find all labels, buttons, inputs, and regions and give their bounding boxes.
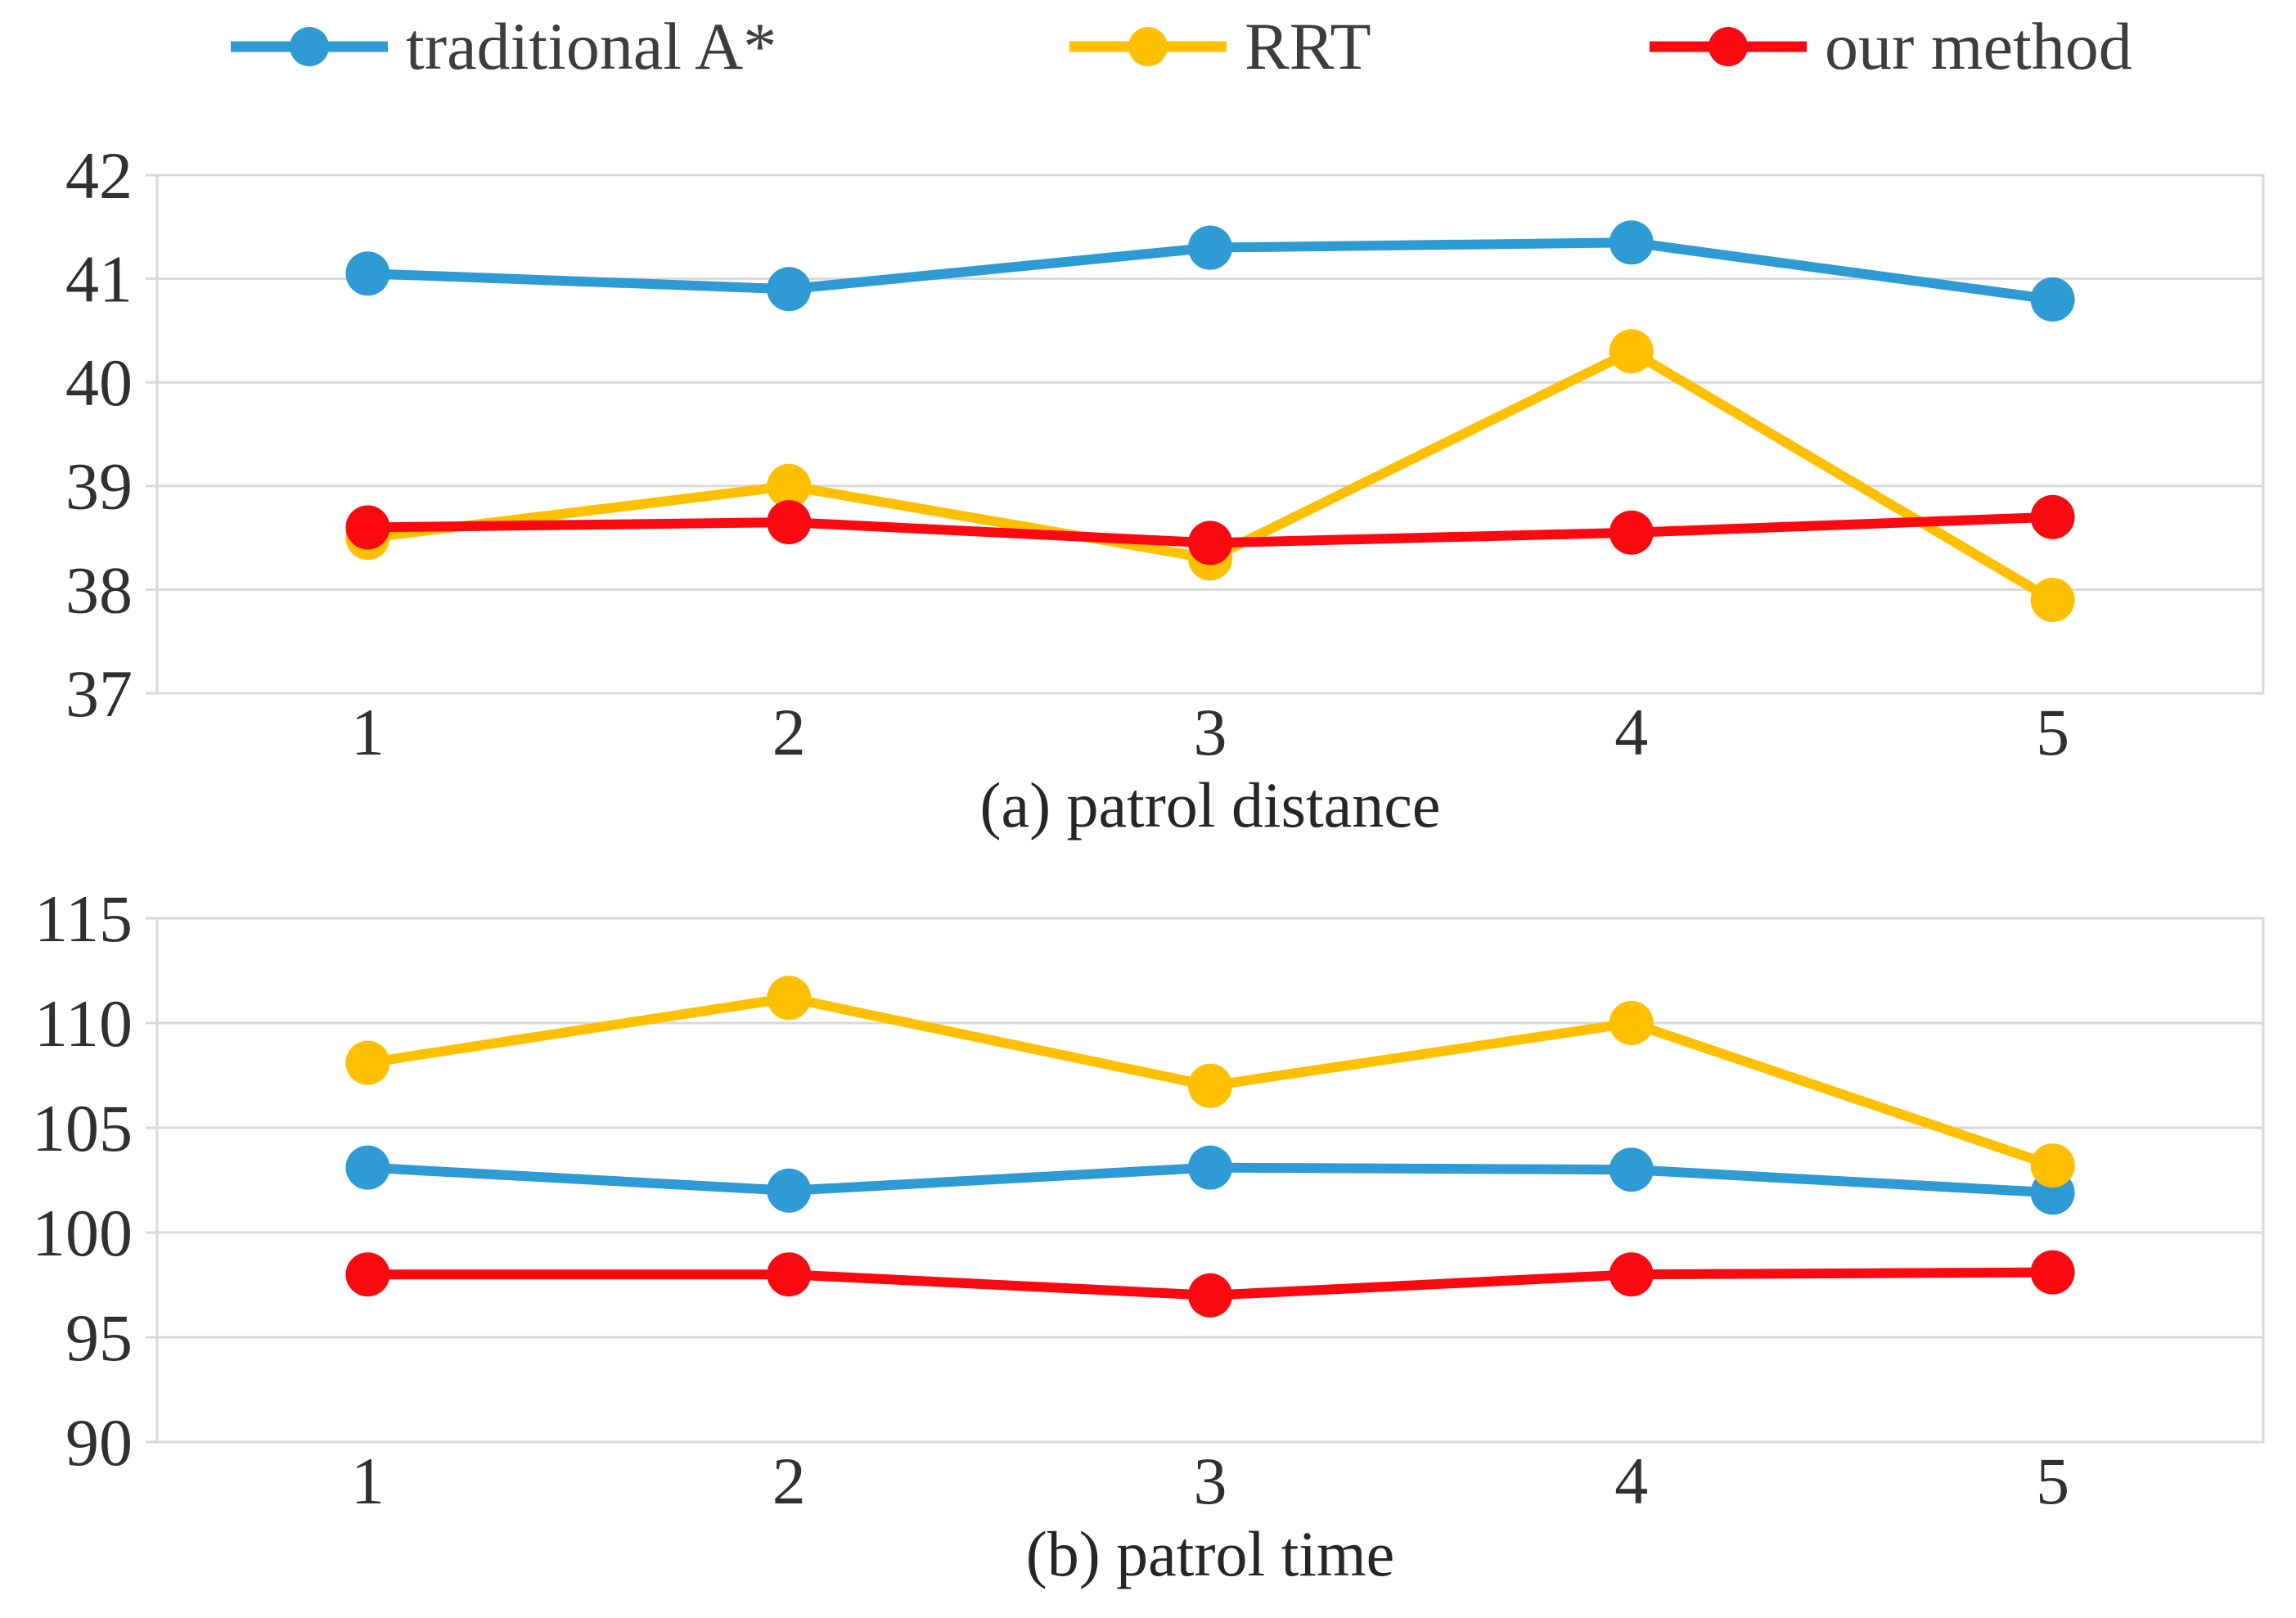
y-tick-label: 37 — [65, 656, 133, 731]
y-tick-label: 100 — [32, 1196, 133, 1270]
y-tick-label: 39 — [65, 449, 133, 524]
x-tick-label: 3 — [1194, 695, 1227, 769]
x-tick-label: 2 — [772, 695, 806, 769]
data-point-our-method-2 — [767, 1252, 812, 1297]
data-point-traditional-a-3 — [1188, 225, 1232, 270]
chart-legend: traditional A* RRT our method — [0, 0, 2296, 98]
x-tick-label: 5 — [2036, 695, 2069, 769]
plot-border — [155, 917, 2265, 1444]
chart-b: 115 110 105 100 95 90 1 2 3 4 5 (b) patrol time — [32, 881, 2265, 1589]
legend-label: our method — [1825, 9, 2132, 83]
legend-item-traditional-a-star: traditional A* — [227, 10, 777, 83]
y-tick-label: 41 — [65, 241, 133, 316]
chart-caption: (b) patrol time — [1026, 1518, 1395, 1589]
legend-line-marker-icon — [231, 27, 388, 66]
data-point-rrt-5 — [2030, 578, 2075, 623]
y-tick-label: 115 — [34, 881, 133, 956]
data-point-traditional-a-2 — [767, 1168, 812, 1213]
data-point-rrt-4 — [1609, 329, 1654, 374]
y-tick-label: 105 — [32, 1091, 133, 1165]
data-point-rrt-3 — [1188, 1063, 1232, 1108]
y-tick-label: 40 — [65, 345, 133, 420]
legend-item-our-method: our method — [1646, 10, 2132, 83]
legend-item-rrt: RRT — [1066, 10, 1371, 83]
x-tick-label: 1 — [351, 695, 385, 769]
data-point-traditional-a-4 — [1609, 1147, 1654, 1192]
plot-border — [155, 174, 2265, 695]
data-point-our-method-5 — [2030, 494, 2075, 539]
data-point-our-method-3 — [1188, 521, 1232, 566]
data-point-our-method-2 — [767, 500, 812, 545]
legend-label: traditional A* — [406, 9, 777, 83]
x-tick-label: 2 — [772, 1444, 806, 1518]
x-tick-label: 5 — [2036, 1444, 2069, 1518]
data-point-rrt-4 — [1609, 1001, 1654, 1045]
y-tick-label: 38 — [65, 552, 133, 627]
data-point-rrt-5 — [2030, 1143, 2075, 1188]
legend-label: RRT — [1245, 9, 1371, 83]
x-tick-label: 4 — [1614, 1444, 1648, 1518]
x-tick-label: 3 — [1194, 1444, 1227, 1518]
data-point-traditional-a-1 — [345, 251, 390, 296]
y-tick-label: 110 — [34, 986, 133, 1061]
y-tick-label: 42 — [65, 138, 133, 213]
x-tick-label: 4 — [1614, 695, 1648, 769]
chart-a: 42 41 40 39 38 37 1 2 3 4 5 (a) patrol distance — [65, 138, 2265, 841]
data-point-our-method-3 — [1188, 1273, 1232, 1318]
chart-caption: (a) patrol distance — [979, 769, 1440, 841]
data-point-our-method-4 — [1609, 1252, 1654, 1297]
data-point-our-method-1 — [345, 505, 390, 550]
y-tick-label: 90 — [65, 1405, 133, 1480]
data-point-our-method-4 — [1609, 510, 1654, 555]
data-point-rrt-1 — [345, 1040, 390, 1085]
data-point-rrt-2 — [767, 976, 812, 1021]
y-tick-label: 95 — [65, 1300, 133, 1375]
legend-line-marker-icon — [1650, 27, 1807, 66]
data-point-traditional-a-2 — [767, 267, 812, 312]
data-point-traditional-a-4 — [1609, 220, 1654, 265]
data-point-traditional-a-1 — [345, 1145, 390, 1190]
data-point-traditional-a-5 — [2030, 277, 2075, 322]
data-point-our-method-1 — [345, 1252, 390, 1297]
data-point-our-method-5 — [2030, 1250, 2075, 1295]
legend-line-marker-icon — [1069, 27, 1227, 66]
data-point-rrt-2 — [767, 463, 812, 508]
data-point-traditional-a-3 — [1188, 1145, 1232, 1190]
x-tick-label: 1 — [351, 1444, 385, 1518]
